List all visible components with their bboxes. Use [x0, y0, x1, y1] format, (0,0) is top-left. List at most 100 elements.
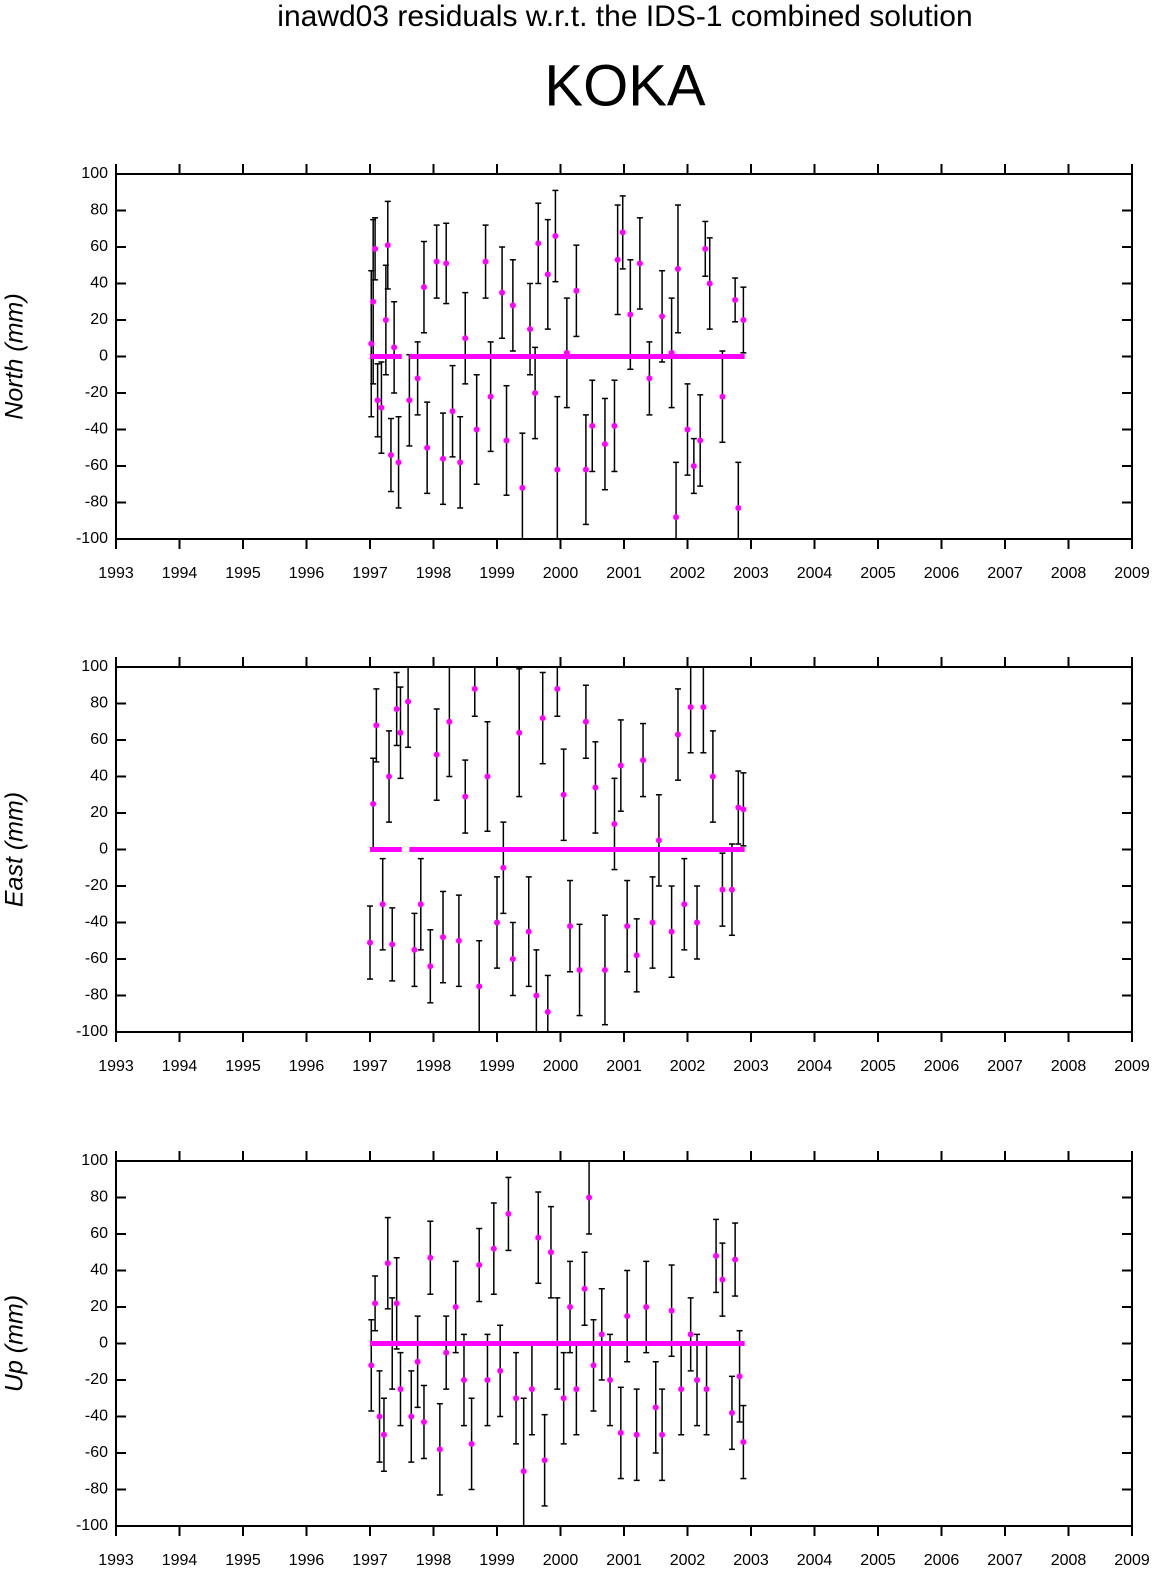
x-tick-label: 2001 — [606, 1058, 642, 1075]
data-point — [732, 1256, 739, 1263]
data-point — [382, 317, 389, 323]
data-point — [576, 966, 583, 973]
y-tick-label: 20 — [90, 804, 108, 821]
data-point — [411, 946, 418, 953]
y-tick-label: -80 — [85, 1481, 108, 1498]
data-point — [552, 233, 559, 240]
x-tick-label: 1999 — [479, 1058, 515, 1075]
x-tick-label: 2008 — [1051, 565, 1087, 582]
data-point — [476, 1262, 483, 1269]
data-point — [719, 886, 726, 893]
data-point — [614, 256, 621, 263]
data-point — [446, 718, 453, 725]
data-point — [436, 1446, 443, 1453]
data-point — [443, 260, 450, 267]
data-point — [367, 939, 373, 946]
x-tick-label: 2003 — [733, 565, 769, 582]
data-point — [684, 426, 691, 433]
data-point — [659, 313, 666, 320]
station-name: KOKA — [544, 53, 705, 118]
y-axis-label: Up (mm) — [1, 1295, 29, 1392]
data-point — [700, 704, 707, 711]
data-point — [709, 773, 716, 780]
data-point — [678, 1386, 685, 1393]
data-point — [408, 1413, 415, 1420]
x-tick-label: 1996 — [289, 1552, 325, 1569]
data-point — [740, 317, 747, 323]
x-tick-label: 2001 — [606, 565, 642, 582]
panel: 1993 1994 1995 1996 1997 1998 1999 2000 2001 2002… — [1, 164, 1150, 582]
data-point — [391, 344, 398, 351]
data-point — [372, 245, 379, 252]
data-point — [703, 1386, 710, 1393]
data-point — [372, 1300, 379, 1307]
data-point — [499, 289, 506, 296]
x-tick-label: 1997 — [352, 1552, 388, 1569]
data-point — [633, 952, 640, 959]
data-point — [513, 1395, 520, 1402]
data-point — [659, 1431, 666, 1438]
data-point — [560, 1395, 567, 1402]
x-tick-label: 2008 — [1051, 1058, 1087, 1075]
x-tick-label: 2002 — [670, 1552, 706, 1569]
data-point — [668, 1307, 675, 1314]
x-tick-label: 1999 — [479, 1552, 515, 1569]
data-point — [541, 1457, 548, 1464]
data-point — [440, 455, 447, 462]
data-point — [487, 393, 494, 400]
data-point — [370, 800, 377, 807]
data-point — [601, 441, 608, 448]
data-point — [592, 784, 599, 791]
data-point — [611, 820, 618, 827]
y-tick-label: 60 — [90, 731, 108, 748]
data-point — [607, 1377, 614, 1383]
data-point — [611, 422, 618, 429]
y-tick-label: 20 — [90, 1298, 108, 1315]
x-tick-label: 2009 — [1114, 1552, 1150, 1569]
data-point — [417, 901, 424, 908]
data-point — [544, 1008, 551, 1015]
x-tick-label: 2001 — [606, 1552, 642, 1569]
data-point — [490, 1245, 497, 1252]
data-point — [520, 1468, 527, 1475]
x-tick-label: 2005 — [860, 1058, 896, 1075]
data-point — [443, 1349, 450, 1356]
x-tick-label: 2003 — [733, 1552, 769, 1569]
x-tick-label: 2006 — [924, 1552, 960, 1569]
data-point — [582, 466, 589, 473]
data-point — [503, 437, 510, 444]
x-tick-label: 1997 — [352, 1058, 388, 1075]
y-tick-label: 0 — [99, 348, 108, 365]
y-tick-label: -20 — [85, 1371, 108, 1388]
x-tick-label: 1997 — [352, 565, 388, 582]
panel: 1993 1994 1995 1996 1997 1998 1999 2000 2001 2002… — [1, 1151, 1150, 1569]
data-point — [500, 864, 507, 871]
data-point — [728, 1409, 735, 1416]
data-point — [652, 1404, 659, 1411]
data-point — [473, 426, 480, 433]
y-tick-label: 40 — [90, 768, 108, 785]
x-tick-label: 2004 — [797, 1058, 833, 1075]
x-tick-label: 1994 — [162, 565, 198, 582]
x-tick-label: 2002 — [670, 1058, 706, 1075]
data-point — [539, 715, 546, 722]
y-tick-label: 80 — [90, 1189, 108, 1206]
data-point — [690, 463, 697, 469]
data-point — [719, 1276, 726, 1283]
x-tick-label: 1994 — [162, 1552, 198, 1569]
x-tick-label: 1996 — [289, 565, 325, 582]
data-point — [567, 1304, 574, 1310]
x-tick-label: 1993 — [98, 1552, 134, 1569]
y-tick-label: 100 — [81, 658, 108, 675]
x-tick-label: 2004 — [797, 1552, 833, 1569]
y-tick-label: -80 — [85, 987, 108, 1004]
data-point — [735, 504, 742, 511]
x-tick-label: 2005 — [860, 565, 896, 582]
y-tick-label: -100 — [76, 1517, 108, 1534]
data-point — [389, 941, 396, 948]
data-point — [397, 729, 404, 736]
data-point — [617, 1429, 624, 1436]
x-tick-label: 1993 — [98, 565, 134, 582]
data-point — [379, 901, 386, 908]
data-point — [627, 311, 634, 318]
